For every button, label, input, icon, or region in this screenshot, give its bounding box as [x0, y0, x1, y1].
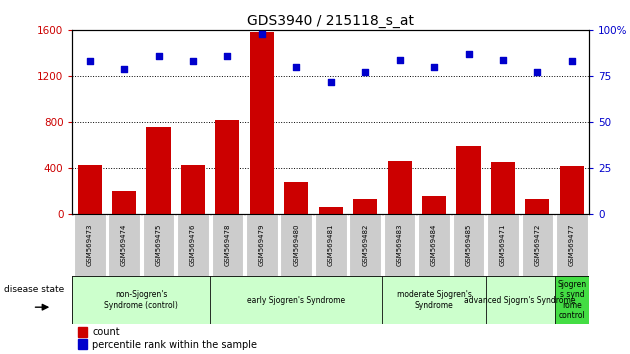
Text: GSM569485: GSM569485 — [466, 224, 471, 266]
Bar — [350, 214, 381, 276]
Text: moderate Sjogren's
Syndrome: moderate Sjogren's Syndrome — [397, 290, 471, 310]
Bar — [525, 199, 549, 214]
Point — [394, 57, 404, 62]
Bar — [108, 214, 140, 276]
Bar — [554, 276, 589, 324]
Text: GSM569471: GSM569471 — [500, 224, 506, 267]
Point — [429, 64, 439, 70]
Bar — [387, 161, 411, 214]
Bar — [181, 165, 205, 214]
Text: GSM569476: GSM569476 — [190, 224, 196, 267]
Point — [119, 66, 129, 72]
Point — [567, 58, 577, 64]
Point — [222, 53, 232, 59]
Bar — [177, 214, 209, 276]
Bar — [210, 276, 382, 324]
Bar — [280, 214, 312, 276]
Point — [84, 58, 94, 64]
Bar — [418, 214, 450, 276]
Bar — [143, 214, 175, 276]
Text: percentile rank within the sample: percentile rank within the sample — [92, 339, 257, 350]
Text: GSM569481: GSM569481 — [328, 224, 334, 267]
Text: GSM569477: GSM569477 — [569, 224, 575, 267]
Bar — [212, 214, 243, 276]
Point — [464, 51, 474, 57]
Point — [498, 57, 508, 62]
Text: count: count — [92, 327, 120, 337]
Bar — [246, 214, 278, 276]
Text: GSM569475: GSM569475 — [156, 224, 161, 266]
Text: GSM569474: GSM569474 — [121, 224, 127, 266]
Text: disease state: disease state — [4, 285, 64, 294]
Bar — [491, 162, 515, 214]
Text: GSM569483: GSM569483 — [397, 224, 403, 267]
Text: Sjogren
s synd
rome
control: Sjogren s synd rome control — [558, 280, 587, 320]
Text: GSM569478: GSM569478 — [224, 224, 231, 267]
Bar — [77, 165, 101, 214]
Point — [188, 58, 198, 64]
Point — [154, 53, 164, 59]
Text: GSM569472: GSM569472 — [534, 224, 541, 266]
Bar — [112, 191, 136, 214]
Text: GSM569473: GSM569473 — [87, 224, 93, 267]
Bar — [457, 146, 481, 214]
Bar — [422, 196, 446, 214]
Point — [257, 31, 267, 36]
Bar — [72, 276, 210, 324]
Bar — [319, 207, 343, 214]
Title: GDS3940 / 215118_s_at: GDS3940 / 215118_s_at — [247, 14, 415, 28]
Bar — [77, 339, 87, 349]
Bar — [384, 214, 415, 276]
Bar — [560, 166, 584, 214]
Bar — [74, 214, 105, 276]
Point — [326, 79, 336, 85]
Bar — [215, 120, 239, 214]
Text: GSM569479: GSM569479 — [259, 224, 265, 267]
Bar — [522, 214, 553, 276]
Bar — [556, 214, 588, 276]
Bar — [453, 214, 484, 276]
Bar — [284, 182, 308, 214]
Point — [291, 64, 301, 70]
Bar — [487, 214, 518, 276]
Bar — [250, 32, 274, 214]
Bar — [315, 214, 346, 276]
Text: non-Sjogren's
Syndrome (control): non-Sjogren's Syndrome (control) — [105, 290, 178, 310]
Bar — [353, 199, 377, 214]
Bar — [147, 127, 171, 214]
Text: early Sjogren's Syndrome: early Sjogren's Syndrome — [247, 296, 345, 304]
Point — [360, 70, 370, 75]
Text: advanced Sjogrn's Syndrome: advanced Sjogrn's Syndrome — [464, 296, 576, 304]
Bar — [486, 276, 554, 324]
Text: GSM569484: GSM569484 — [431, 224, 437, 266]
Bar — [77, 327, 87, 337]
Text: GSM569480: GSM569480 — [294, 224, 299, 267]
Point — [532, 70, 542, 75]
Text: GSM569482: GSM569482 — [362, 224, 368, 266]
Bar — [382, 276, 486, 324]
